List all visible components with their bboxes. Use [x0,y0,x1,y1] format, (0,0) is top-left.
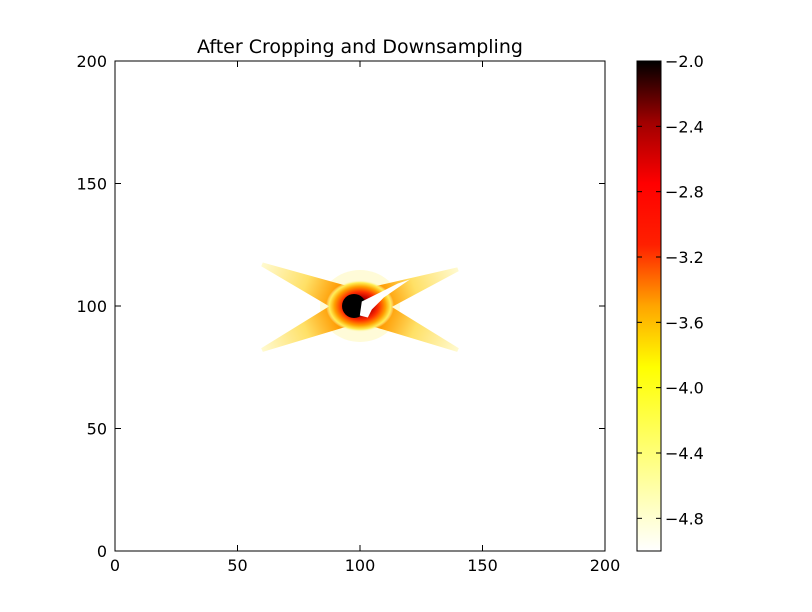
colorbar-tick-label: −4.8 [665,509,704,528]
colorbar-tick-label: −2.4 [665,117,704,136]
heatmap-feature [261,262,459,352]
x-axis: 0 50 100 150 200 [110,61,620,575]
x-tick-label: 150 [467,556,498,575]
heatmap-blank-region [359,279,410,318]
x-tick-label: 100 [345,556,376,575]
y-tick-label: 100 [76,297,107,316]
chart-title: After Cropping and Downsampling [197,36,523,58]
heatmap-core-dark [342,294,366,318]
colorbar-tick-label: −3.6 [665,313,704,332]
x-tick-label: 0 [110,556,120,575]
colorbar-tick-label: −3.2 [665,248,704,267]
y-tick-label: 50 [87,420,107,439]
x-tick-label: 50 [227,556,247,575]
y-axis: 0 50 100 150 200 [76,52,605,561]
y-tick-label: 200 [76,52,107,71]
y-tick-label: 0 [97,542,107,561]
colorbar-ticks: −2.0 −2.4 −2.8 −3.2 −3.6 −4.0 −4.4 −4.8 [637,52,704,528]
x-tick-label: 200 [590,556,621,575]
plot-area: 0 50 100 150 200 0 50 100 150 200 [76,52,620,575]
colorbar-tick-label: −2.8 [665,183,704,202]
colorbar: −2.0 −2.4 −2.8 −3.2 −3.6 −4.0 −4.4 −4.8 [636,52,704,552]
y-tick-label: 150 [76,175,107,194]
colorbar-tick-label: −2.0 [665,52,704,71]
colorbar-gradient [636,60,662,552]
colorbar-tick-label: −4.4 [665,444,704,463]
colorbar-tick-label: −4.0 [665,379,704,398]
